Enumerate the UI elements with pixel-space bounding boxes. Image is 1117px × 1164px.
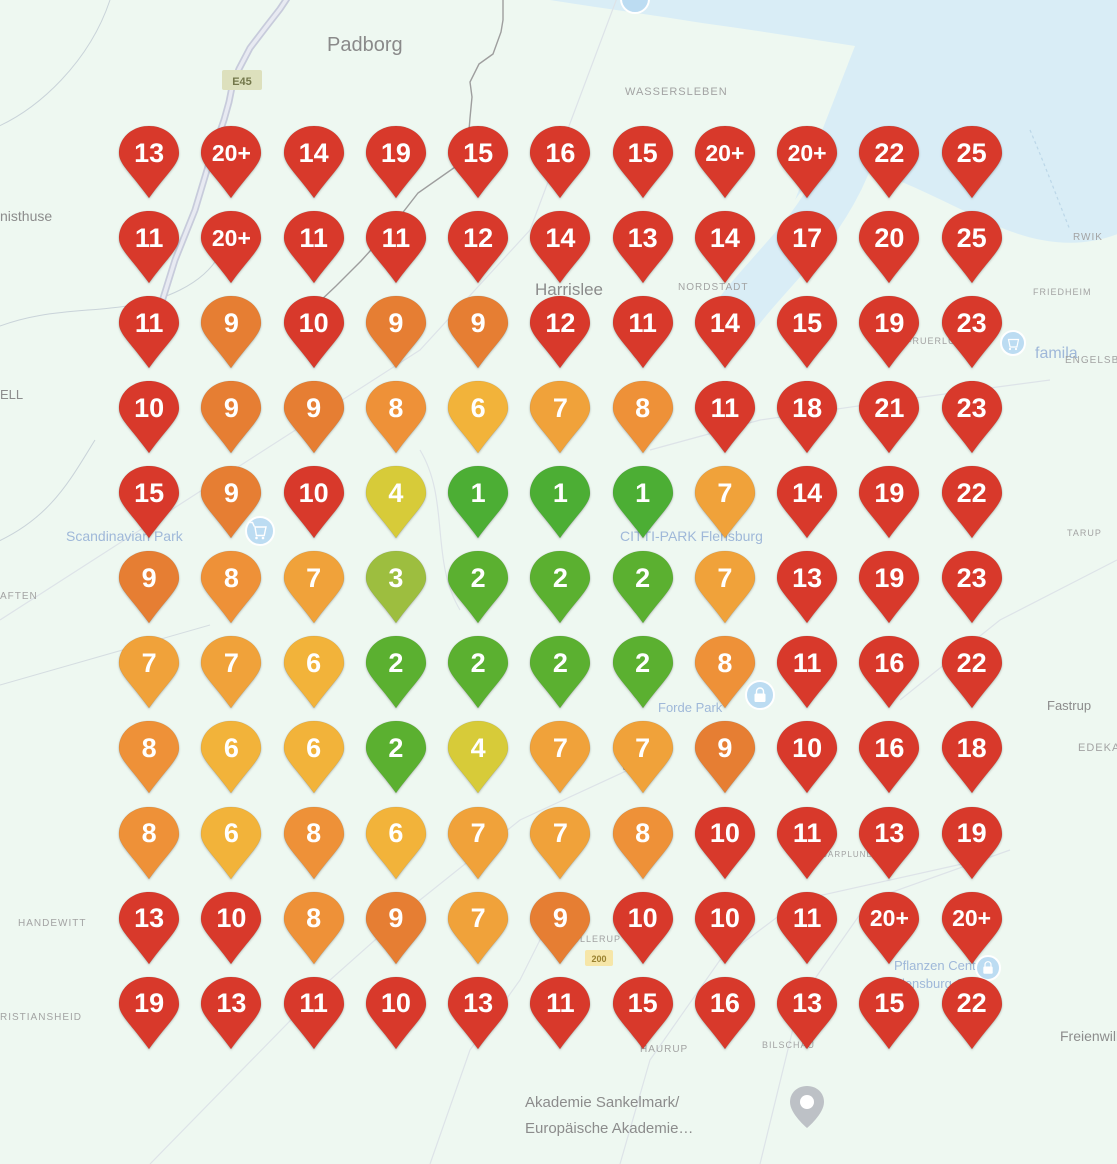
svg-text:200: 200	[591, 954, 606, 964]
svg-text:E45: E45	[232, 76, 252, 88]
